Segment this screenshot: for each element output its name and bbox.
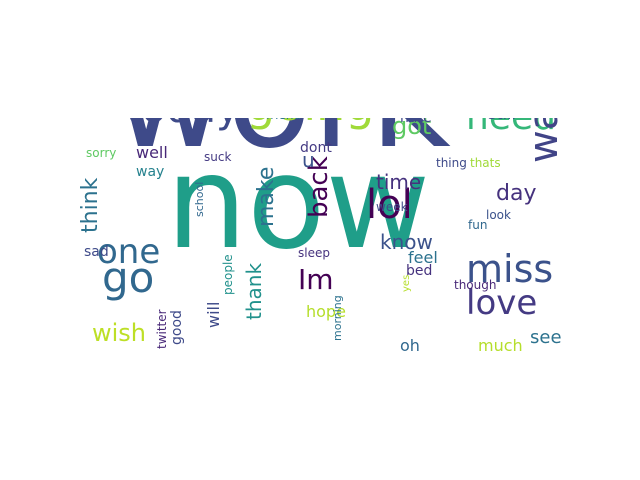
word-friend: friend [266,118,301,121]
word-much: much [478,335,523,355]
word-twitter: twitter [155,309,169,349]
word-though: though [454,277,497,292]
word-know: know [380,230,433,255]
word-now: now [166,129,431,279]
word-school: school [193,182,206,218]
word-im: Im [298,263,334,297]
word-make: make [254,166,279,227]
word-suck: suck [204,149,232,164]
word-will: will [204,301,223,328]
word-sorry: sorry [86,145,117,160]
word-way: way [136,164,165,181]
word-time: time [376,170,422,195]
word-good: good [169,310,185,346]
word-u: u [302,148,315,173]
word-yes: yes [401,274,412,293]
word-one: one [97,232,161,273]
word-work: work [112,118,451,169]
word-think: think [80,177,103,233]
word-go: go [102,253,155,303]
word-see: see [530,326,562,348]
word-lol: lol [366,181,413,228]
word-tomorrow: tomorrow [336,118,389,120]
word-love: love [466,283,538,324]
word-look: look [486,207,511,222]
word-thing: thing [436,155,467,170]
word-got: got [392,118,432,141]
word-day: day [496,180,537,206]
word-want: want [521,118,567,163]
word-fun: fun [468,217,488,232]
word-hope: hope [306,301,346,321]
word-sad: sad [84,244,109,261]
word-need: need [466,118,556,136]
word-thats: thats [470,155,501,170]
word-hate: hate [400,118,432,127]
word-bed: bed [406,263,433,280]
word-well: well [136,142,168,162]
word-thank: thank [242,263,266,321]
word-today: today [126,118,240,129]
word-miss: miss [466,247,554,292]
word-people: people [221,253,235,295]
word-still: still [488,118,516,122]
word-feel: feel [408,247,438,267]
word-haha: haha [446,118,481,121]
word-sleep: sleep [298,245,330,260]
word-wish: wish [92,319,147,348]
word-dont: dont [300,140,332,157]
word-week: week [376,199,408,214]
word-morning: morning [331,295,344,342]
word-oh: oh [400,335,420,355]
word-going: going [246,118,374,127]
